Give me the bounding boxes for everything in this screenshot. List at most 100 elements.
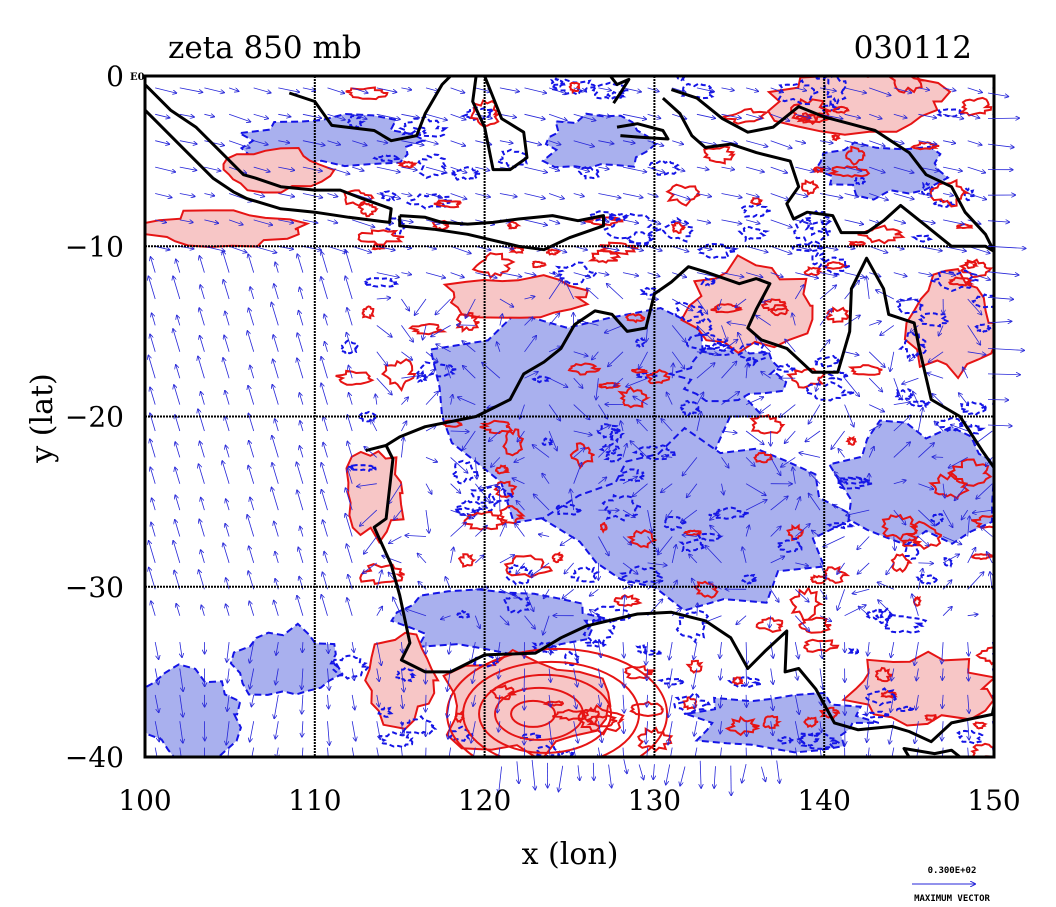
wind-vector	[327, 193, 338, 197]
max-vector-legend: 0.300E+02 MAXIMUM VECTOR	[912, 866, 991, 904]
wind-vector	[869, 140, 885, 147]
wind-vector	[682, 457, 698, 475]
wind-vector	[943, 483, 945, 498]
wind-vector	[401, 88, 411, 90]
wind-vectors	[148, 87, 994, 757]
wind-vector	[228, 245, 247, 252]
negative-contour	[398, 115, 449, 138]
wind-vector	[608, 351, 624, 367]
wind-vector	[544, 589, 550, 598]
wind-vector	[587, 288, 599, 300]
wind-vector	[598, 694, 600, 707]
wind-vector	[927, 373, 944, 379]
negative-region-4	[666, 343, 788, 403]
wind-vector	[179, 694, 183, 717]
wind-vector	[967, 87, 982, 93]
wind-vector	[548, 313, 559, 326]
wind-vector	[820, 721, 822, 732]
wind-vector	[844, 272, 865, 278]
positive-contour	[831, 105, 851, 114]
wind-vector	[228, 87, 239, 91]
plot-area	[145, 76, 994, 757]
wind-vector	[943, 194, 953, 196]
wind-vector	[364, 447, 378, 458]
wind-vector	[548, 166, 559, 171]
wind-vector	[573, 721, 578, 743]
negative-region-8	[389, 588, 616, 655]
wind-vector	[248, 571, 255, 590]
wind-vector	[630, 441, 648, 458]
wind-vector	[351, 721, 356, 741]
wind-vector	[987, 348, 1024, 350]
negative-contour	[930, 269, 979, 292]
wind-vector	[499, 193, 517, 197]
wind-vector	[472, 668, 476, 684]
wind-vector	[819, 167, 830, 169]
coastline-lesser-sunda	[398, 214, 605, 252]
wind-vector	[573, 668, 578, 687]
wind-vector	[819, 309, 832, 326]
wind-vector	[548, 347, 561, 353]
wind-vector	[393, 597, 402, 616]
wind-vector	[148, 355, 156, 379]
wind-vector	[889, 721, 895, 744]
wind-vector	[302, 113, 322, 118]
wind-vector	[462, 430, 476, 450]
wind-vector	[382, 556, 402, 564]
negative-contour	[677, 399, 701, 419]
wind-vector	[721, 113, 742, 118]
wind-vector	[968, 642, 969, 656]
negative-contour	[377, 190, 398, 202]
negative-contour	[904, 541, 920, 561]
wind-vector	[272, 488, 279, 511]
wind-vector	[548, 721, 552, 744]
wind-vector	[721, 193, 742, 198]
wind-vector	[548, 272, 559, 276]
positive-contour	[479, 419, 514, 435]
negative-contour	[823, 76, 848, 108]
wind-vector	[891, 694, 895, 712]
wind-vector	[987, 246, 1026, 248]
wind-vector	[949, 457, 968, 467]
wind-vector	[253, 245, 277, 252]
positive-contour	[343, 189, 375, 207]
positive-contour	[613, 594, 643, 607]
wind-vector	[302, 193, 323, 198]
wind-vector	[792, 313, 796, 326]
wind-vector	[795, 193, 807, 197]
wind-vector	[614, 377, 624, 386]
negative-contour	[601, 493, 642, 522]
wind-vector	[251, 747, 255, 757]
wind-vector	[176, 365, 181, 379]
negative-contour	[603, 451, 624, 463]
wind-vector	[179, 193, 195, 197]
wind-vector	[376, 377, 392, 394]
wind-vector	[819, 141, 833, 144]
wind-vector	[462, 341, 476, 353]
wind-vector	[154, 668, 158, 685]
wind-vector	[637, 420, 648, 432]
wind-vector	[694, 642, 698, 659]
wind-vector	[623, 721, 624, 733]
wind-vector	[598, 425, 610, 432]
wind-vector	[671, 545, 676, 563]
wind-vector	[499, 272, 522, 277]
negative-contour	[836, 476, 871, 485]
wind-vector	[425, 140, 438, 144]
wind-vector	[721, 246, 735, 248]
wind-vector	[389, 483, 402, 504]
wind-vector	[401, 194, 411, 196]
wind-vector	[349, 393, 353, 405]
wind-vector	[785, 339, 796, 353]
coastline-australia	[365, 443, 994, 744]
positive-contour	[762, 714, 782, 729]
wind-vector	[155, 193, 172, 198]
wind-vector	[300, 288, 304, 300]
wind-vector	[415, 298, 427, 315]
wind-vector	[352, 166, 364, 171]
wind-vector	[352, 113, 367, 119]
wind-vector	[472, 747, 476, 757]
wind-vector	[844, 404, 854, 427]
wind-vector	[809, 494, 821, 511]
wind-vector	[913, 392, 919, 405]
